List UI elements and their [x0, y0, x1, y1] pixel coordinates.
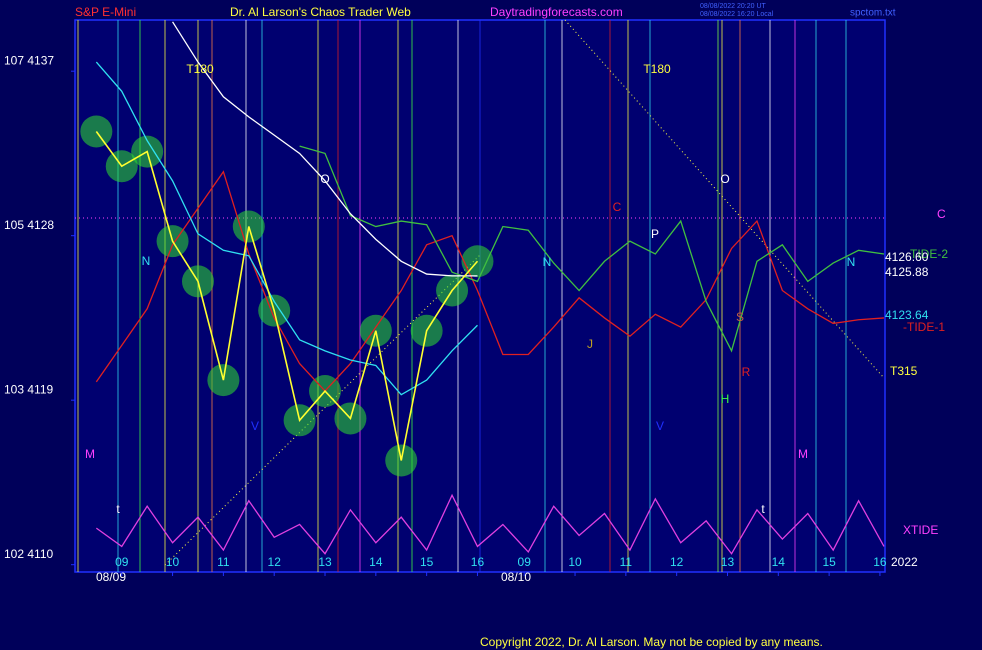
symbol: S&P E-Mini [75, 5, 136, 19]
right-label: TIDE-2 [910, 247, 948, 261]
y-tick-label: 105 4128 [4, 218, 54, 232]
annotation: M [85, 447, 95, 461]
x-tick-label: 12 [268, 555, 282, 569]
annotation: R [742, 365, 751, 379]
copyright: Copyright 2022, Dr. Al Larson. May not b… [480, 635, 823, 649]
right-label: 4125.88 [885, 265, 929, 279]
series-line [299, 145, 885, 353]
x-tick-label: 12 [670, 555, 684, 569]
x-tick-label: 15 [420, 555, 434, 569]
x-tick-label: 14 [369, 555, 383, 569]
annotation: N [543, 255, 552, 269]
y-tick-label: 102 4110 [4, 547, 53, 561]
site: Daytradingforecasts.com [490, 5, 623, 19]
annotation: N [847, 255, 856, 269]
series-line [95, 131, 479, 461]
annotation: J [587, 337, 593, 351]
annotation: C [613, 200, 622, 214]
annotation: t [761, 502, 765, 516]
title: Dr. Al Larson's Chaos Trader Web [230, 5, 411, 19]
annotation: T180 [643, 62, 671, 76]
series-line [95, 170, 885, 393]
x-tick-label: 10 [568, 555, 582, 569]
x-tick-label: 09 [115, 555, 129, 569]
series-line [95, 493, 885, 555]
x-tick-label: 15 [822, 555, 836, 569]
annotation: V [656, 419, 664, 433]
right-label: 2022 [891, 555, 918, 569]
annotation: S [736, 310, 744, 324]
annotation: T180 [186, 62, 214, 76]
annotation: P [651, 227, 659, 241]
right-label: XTIDE [903, 523, 938, 537]
date-label: 08/10 [501, 570, 531, 584]
x-tick-label: 13 [318, 555, 332, 569]
x-tick-label: 10 [166, 555, 180, 569]
right-label: -TIDE-1 [903, 320, 945, 334]
x-tick-label: 16 [873, 555, 887, 569]
file-name: spctom.txt [850, 8, 896, 19]
x-tick-label: 16 [471, 555, 485, 569]
annotation: N [142, 254, 151, 268]
stamp: 08/08/2022 20:20 UT [700, 3, 766, 10]
right-label: C [937, 207, 946, 221]
date-label: 08/09 [96, 570, 126, 584]
x-tick-label: 13 [721, 555, 735, 569]
annotation: V [251, 419, 259, 433]
y-tick-label: 107 4137 [4, 53, 54, 67]
annotation: O [720, 172, 729, 186]
y-tick-label: 103 4119 [4, 382, 53, 396]
right-label: 4123.64 [885, 308, 929, 322]
trend-line [164, 254, 481, 566]
annotation: O [320, 172, 329, 186]
x-tick-label: 09 [518, 555, 532, 569]
series-line [172, 21, 478, 277]
annotation: t [116, 502, 120, 516]
x-tick-label: 11 [620, 555, 633, 569]
series-line [95, 61, 478, 396]
stamp: 08/08/2022 16:20 Local [700, 11, 774, 18]
x-tick-label: 11 [217, 555, 230, 569]
right-label: T315 [890, 364, 918, 378]
x-tick-label: 14 [772, 555, 786, 569]
annotation: H [721, 392, 730, 406]
annotation: M [798, 447, 808, 461]
right-label: 4126.60 [885, 250, 929, 264]
